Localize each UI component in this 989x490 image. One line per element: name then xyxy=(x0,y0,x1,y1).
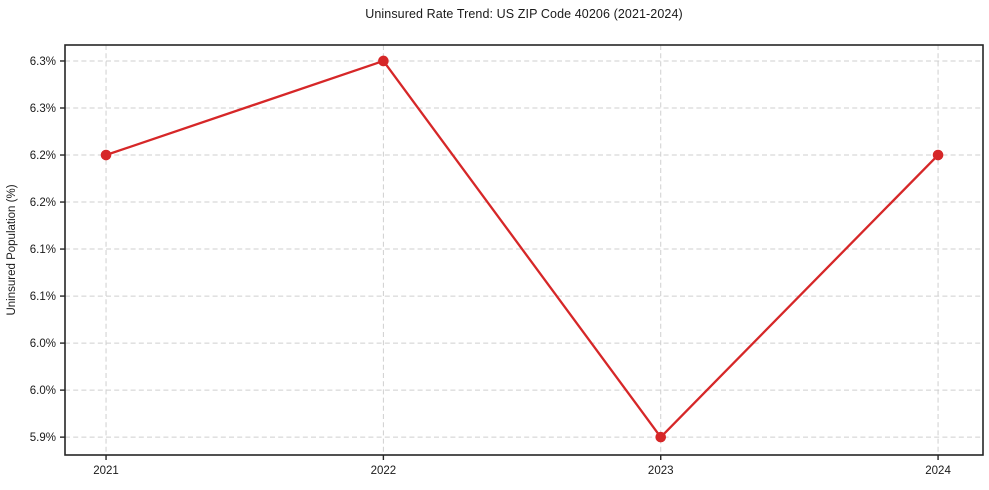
y-tick-label: 6.0% xyxy=(30,385,56,397)
y-tick-label: 6.3% xyxy=(30,103,56,115)
plot-frame xyxy=(64,44,984,456)
y-tick-label: 6.1% xyxy=(30,244,56,256)
y-tick-label: 6.2% xyxy=(30,197,56,209)
y-tick-label: 6.1% xyxy=(30,291,56,303)
y-tick-label: 6.0% xyxy=(30,338,56,350)
y-tick-label: 5.9% xyxy=(30,432,56,444)
chart-title: Uninsured Rate Trend: US ZIP Code 40206 … xyxy=(365,7,683,21)
x-tick-label: 2024 xyxy=(925,465,951,477)
x-tick-label: 2022 xyxy=(371,465,397,477)
data-point-2024 xyxy=(932,149,944,161)
data-point-2021 xyxy=(100,149,112,161)
y-tick-label: 6.2% xyxy=(30,150,56,162)
x-tick-label: 2021 xyxy=(93,465,119,477)
data-point-2023 xyxy=(655,431,667,443)
y-tick-label: 6.3% xyxy=(30,56,56,68)
x-tick-label: 2023 xyxy=(648,465,674,477)
trend-line xyxy=(104,59,940,439)
data-point-2022 xyxy=(378,55,389,67)
